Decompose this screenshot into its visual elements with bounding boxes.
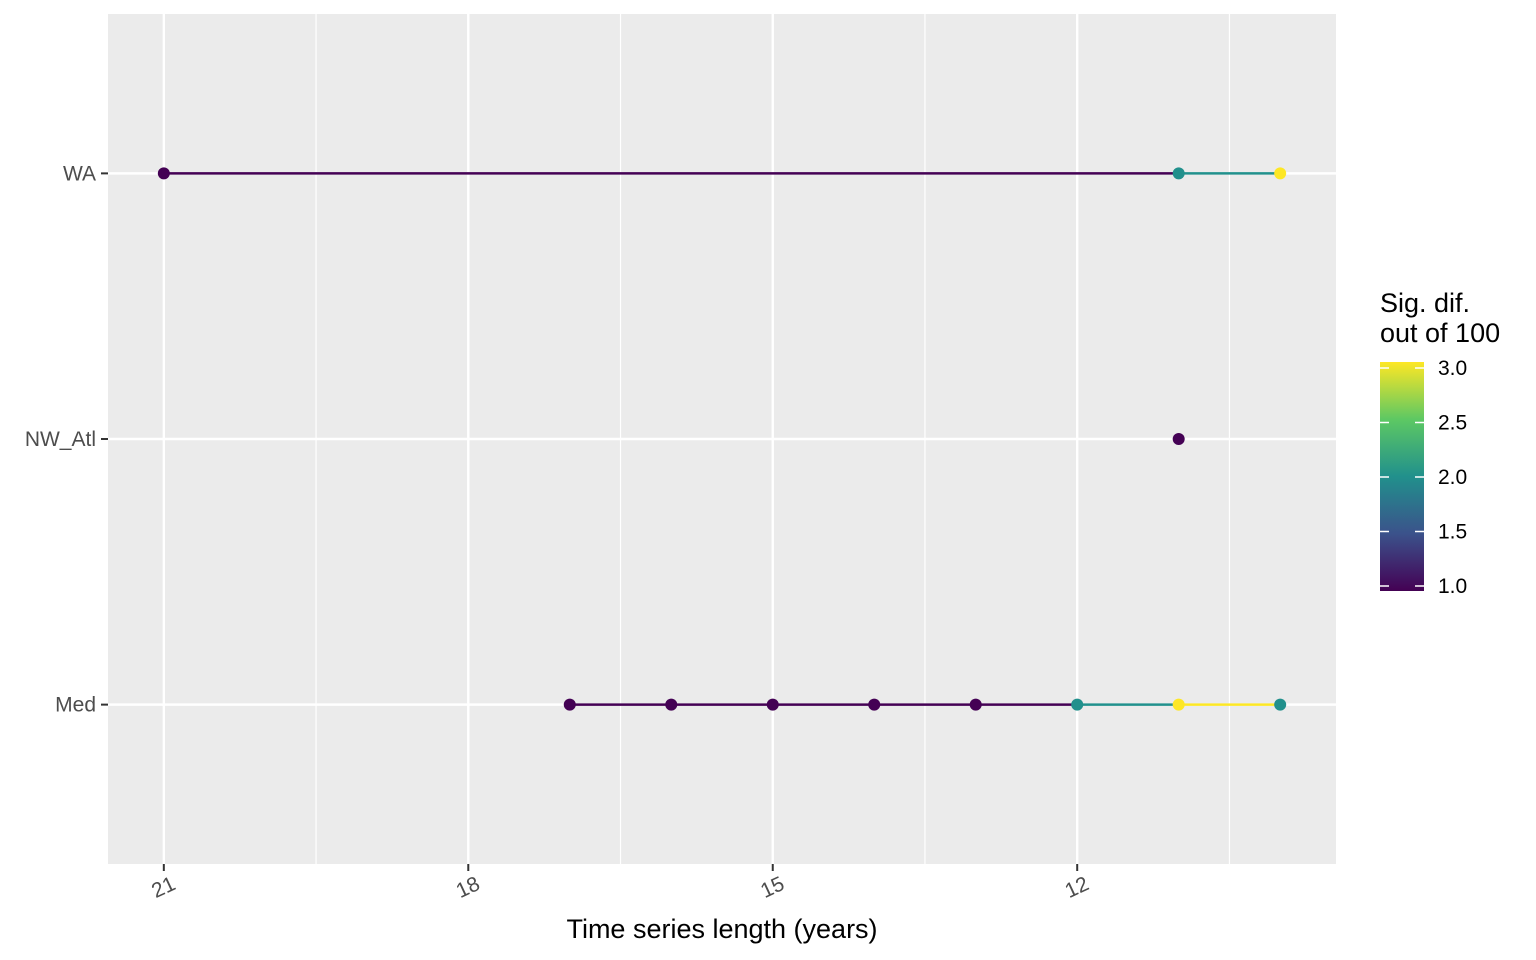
y-tick-label: Med [55,694,96,717]
y-axis: Med NW_Atl WA [25,162,108,717]
colorbar-tick-label: 2.0 [1438,466,1467,489]
data-point [1172,698,1185,711]
x-axis: 21 18 15 12 [148,864,1092,903]
data-point [766,698,779,711]
data-point [157,167,170,180]
series-points [157,167,1287,711]
data-point [1274,167,1287,180]
x-tick-label: 15 [757,872,788,903]
x-tick-label: 21 [148,872,179,903]
colorbar-tick-label: 1.0 [1438,575,1467,598]
legend-title-line-1: Sig. dif. [1380,288,1470,318]
legend-title-line-2: out of 100 [1380,318,1500,348]
y-tick-label: WA [63,162,96,185]
data-point [1172,167,1185,180]
legend: Sig. dif. out of 100 1.0 1.5 2.0 2.5 3.0 [1380,288,1500,598]
y-tick-label: NW_Atl [25,428,96,451]
data-point [1172,433,1185,445]
colorbar-tick-label: 2.5 [1438,412,1467,435]
colorbar-tick-label: 1.5 [1438,521,1467,544]
x-axis-title: Time series length (years) [566,914,877,944]
data-point [868,698,881,711]
legend-ticks: 1.0 1.5 2.0 2.5 3.0 [1380,357,1467,598]
data-point [1071,698,1084,711]
data-point [969,698,982,711]
x-tick-label: 18 [453,872,484,903]
data-point [1274,698,1287,711]
x-tick-label: 12 [1062,872,1093,903]
colorbar-tick-label: 3.0 [1438,357,1467,380]
series-lines [163,172,1281,706]
data-point [665,698,678,711]
data-point [563,698,576,711]
